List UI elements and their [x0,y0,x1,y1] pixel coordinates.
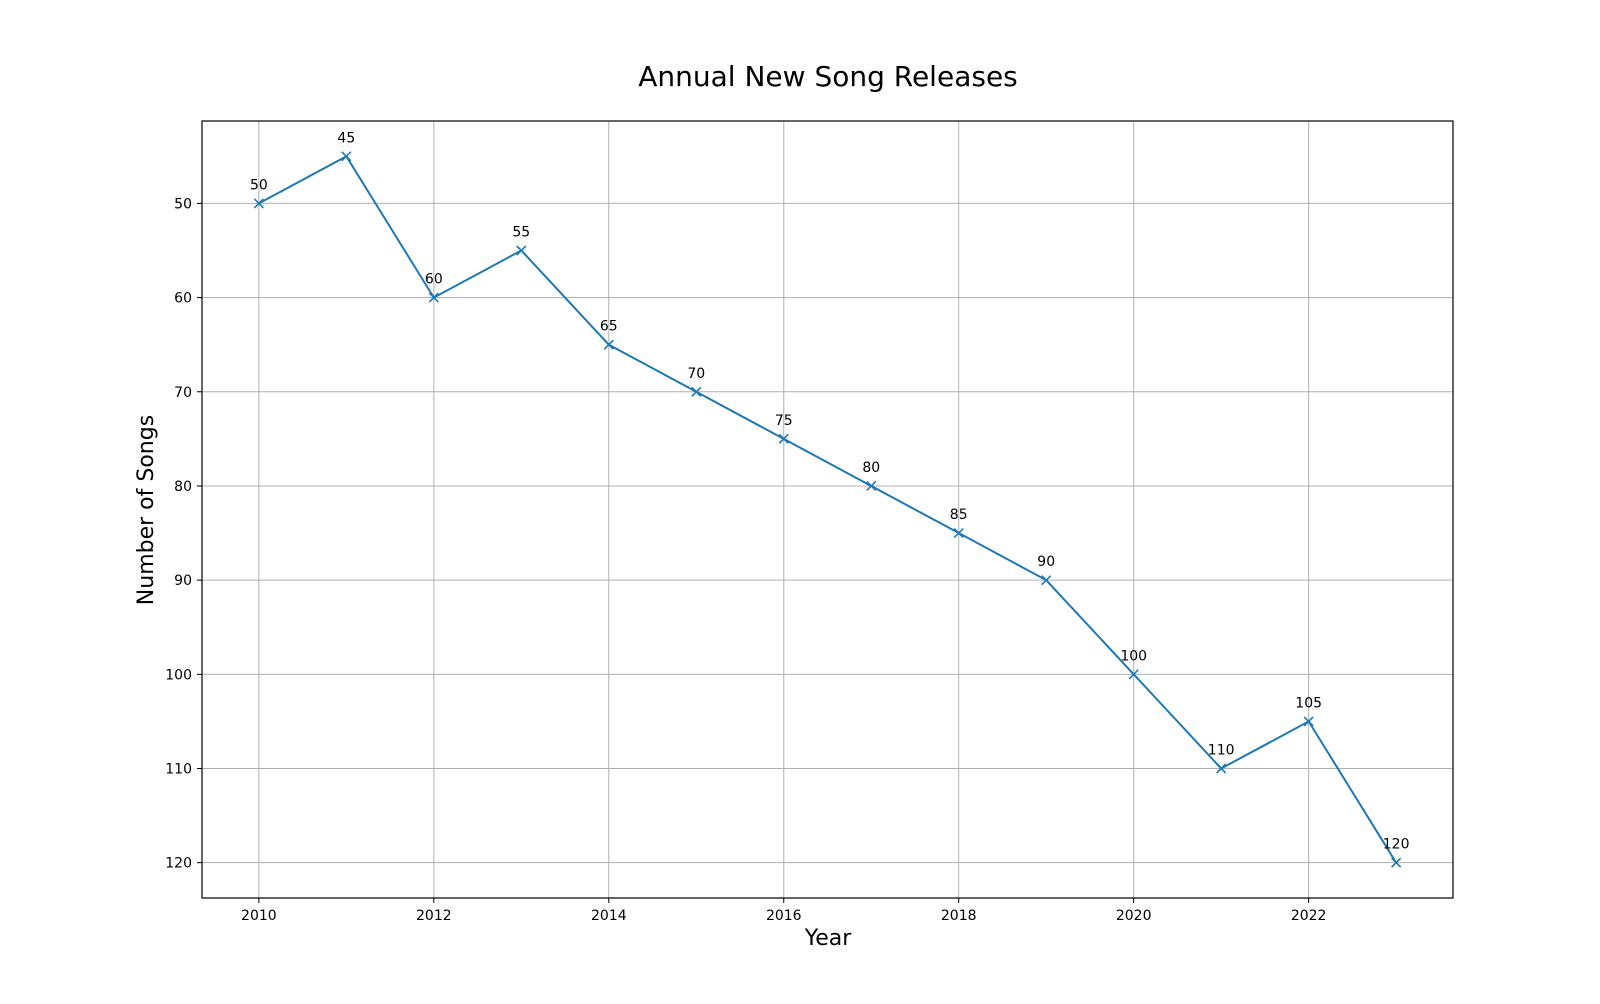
data-label: 85 [950,507,968,523]
data-label: 110 [1208,743,1235,759]
y-tick-label: 110 [165,762,192,778]
data-point-marker [1391,857,1402,868]
series-line [258,154,1397,864]
y-tick-label: 90 [174,573,192,589]
data-label: 100 [1120,648,1147,664]
y-tick-label: 60 [174,291,192,307]
x-tick-label: 2020 [1116,908,1152,924]
data-label: 105 [1295,695,1322,711]
grid-layer [202,121,1453,898]
data-point-marker [428,292,439,303]
data-point-marker [953,527,964,539]
data-point-marker [1128,669,1139,680]
y-axis-label: Number of Songs [134,415,159,605]
data-label: 75 [775,413,793,429]
x-tick-label: 2014 [591,908,627,924]
tick-layer: 2010 2012 2014 2016 2018 2020 2022 50 60 70 80 90 10… [165,196,1326,924]
x-tick-label: 2016 [766,908,802,924]
data-label: 55 [512,225,530,241]
y-tick-label: 70 [174,385,192,401]
data-point-marker [253,198,264,209]
chart-title: Annual New Song Releases [638,60,1018,93]
x-tick-label: 2022 [1291,908,1327,924]
data-label: 65 [600,319,618,335]
data-point-marker [603,339,614,350]
data-point-marker [1216,763,1227,774]
data-label: 50 [250,177,268,193]
x-tick-label: 2012 [416,908,452,924]
data-label: 120 [1383,837,1410,853]
data-point-marker [691,386,702,397]
data-label: 90 [1037,554,1055,570]
y-tick-label: 50 [174,196,192,212]
data-point-marker [866,480,877,492]
y-tick-label: 100 [165,667,192,683]
x-tick-label: 2010 [241,908,277,924]
data-label: 80 [862,460,880,476]
x-axis-label: Year [804,926,853,951]
data-point-marker [341,151,352,162]
data-point-marker [778,433,789,444]
y-tick-label: 120 [165,856,192,872]
x-tick-label: 2018 [941,908,977,924]
y-tick-label: 80 [174,479,192,495]
data-point-marker [1041,575,1052,586]
data-label-layer: 50 45 60 55 65 70 75 80 85 90 100 110 105 120 [250,130,1410,852]
data-label: 70 [687,366,705,382]
plot-area-frame [201,120,1454,899]
data-point-marker [1303,716,1314,727]
series-layer [253,151,1402,868]
data-point-marker [516,245,527,256]
data-label: 60 [425,272,443,288]
data-label: 45 [337,130,355,146]
